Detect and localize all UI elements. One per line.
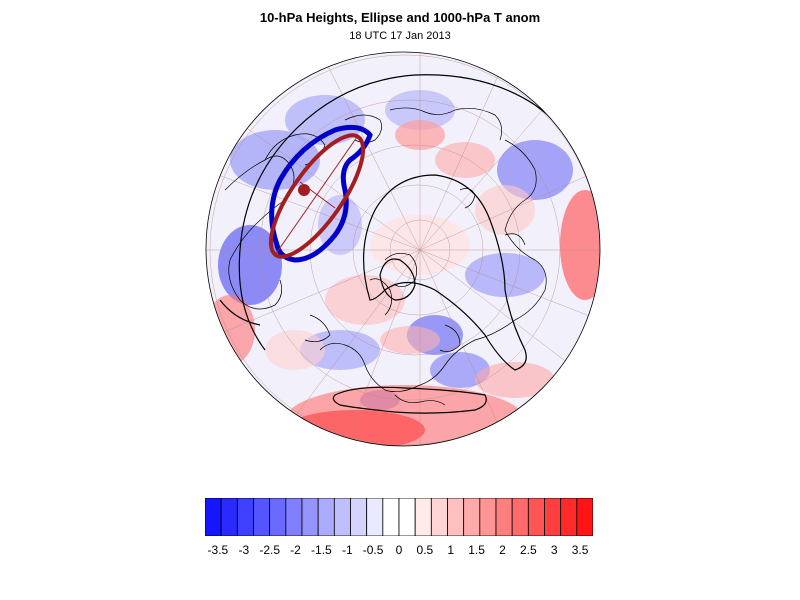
warm-anomaly-region	[475, 362, 555, 398]
colorbar-tick-label: 2	[499, 543, 506, 557]
globe-outline	[205, 51, 601, 447]
colorbar-tick-label: -3	[238, 543, 250, 557]
colorbar-swatch	[447, 497, 465, 537]
colorbar-tick-label: 2.5	[519, 543, 537, 557]
colorbar-swatch	[204, 497, 222, 537]
colorbar-swatch	[479, 497, 497, 537]
warm-anomaly-region	[475, 185, 535, 235]
colorbar-swatch	[511, 497, 529, 537]
colorbar-swatch	[463, 497, 481, 537]
colorbar-labels: -3.5 -3 -2.5 -2 -1.5 -1 -0.5 0 0.5 1 1.5 2 2.5 3 3.5	[205, 543, 595, 559]
cold-anomaly-region	[430, 352, 490, 388]
colorbar-swatch	[220, 497, 238, 537]
colorbar-tick-label: -1	[341, 543, 353, 557]
vortex-ellipse	[268, 133, 366, 259]
colorbar-swatch	[495, 497, 513, 537]
vortex-ellipse-outline	[268, 133, 366, 259]
figure-title: 10-hPa Heights, Ellipse and 1000-hPa T a…	[259, 10, 541, 25]
colorbar-tick-label: -2.5	[259, 543, 281, 557]
warm-anomaly-region	[265, 330, 325, 370]
cold-anomaly-region	[218, 225, 282, 305]
warm-anomaly-region	[325, 275, 405, 325]
figure-subtitle: 18 UTC 17 Jan 2013	[349, 30, 451, 42]
colorbar-tick-label: -0.5	[362, 543, 384, 557]
colorbar-swatch	[366, 497, 384, 537]
colorbar-swatch	[333, 497, 351, 537]
colorbar-swatch	[430, 497, 448, 537]
colorbar-swatch	[382, 497, 400, 537]
polar-map-svg	[205, 51, 601, 447]
colorbar-tick-label: -2	[290, 543, 301, 557]
map-content	[206, 52, 600, 446]
cold-anomaly-region	[230, 130, 320, 190]
colorbar-swatch	[269, 497, 287, 537]
colorbar-swatch	[560, 497, 578, 537]
colorbar-swatch	[544, 497, 562, 537]
cold-anomaly-region	[465, 253, 545, 297]
ellipse-center-marker	[298, 184, 310, 196]
colorbar-swatch	[301, 497, 319, 537]
polar-map	[205, 50, 601, 448]
vortex-height-contour	[269, 124, 373, 263]
ellipse-major-axis	[274, 136, 358, 256]
coastlines	[224, 107, 547, 406]
colorbar-tick-label: 0.5	[416, 543, 434, 557]
colorbar-swatch	[576, 497, 594, 537]
colorbar-swatch	[317, 497, 335, 537]
cold-anomaly-region	[285, 95, 365, 145]
colorbar-tick-label: -1.5	[311, 543, 332, 557]
colorbar-swatch	[285, 497, 303, 537]
colorbar-swatch	[350, 497, 368, 537]
colorbar-swatch	[253, 497, 271, 537]
temperature-anomaly-field	[206, 90, 600, 446]
colorbar-swatch	[398, 497, 416, 537]
colorbar-tick-label: 1	[447, 543, 455, 557]
colorbar-swatch	[414, 497, 432, 537]
colorbar-tick-label: 3.5	[571, 543, 589, 557]
height-contours	[219, 74, 591, 414]
colorbar-tick-label: 3	[550, 543, 558, 557]
warm-anomaly-region	[380, 326, 440, 354]
colorbar	[204, 497, 594, 537]
colorbar-swatch	[527, 497, 545, 537]
lat-lon-grid	[206, 52, 600, 446]
colorbar-tick-label: 1.5	[468, 543, 485, 557]
colorbar-svg	[204, 497, 594, 537]
colorbar-tick-label: -3.5	[207, 543, 229, 557]
colorbar-tick-label: 0	[395, 543, 403, 557]
colorbar-swatch	[236, 497, 254, 537]
